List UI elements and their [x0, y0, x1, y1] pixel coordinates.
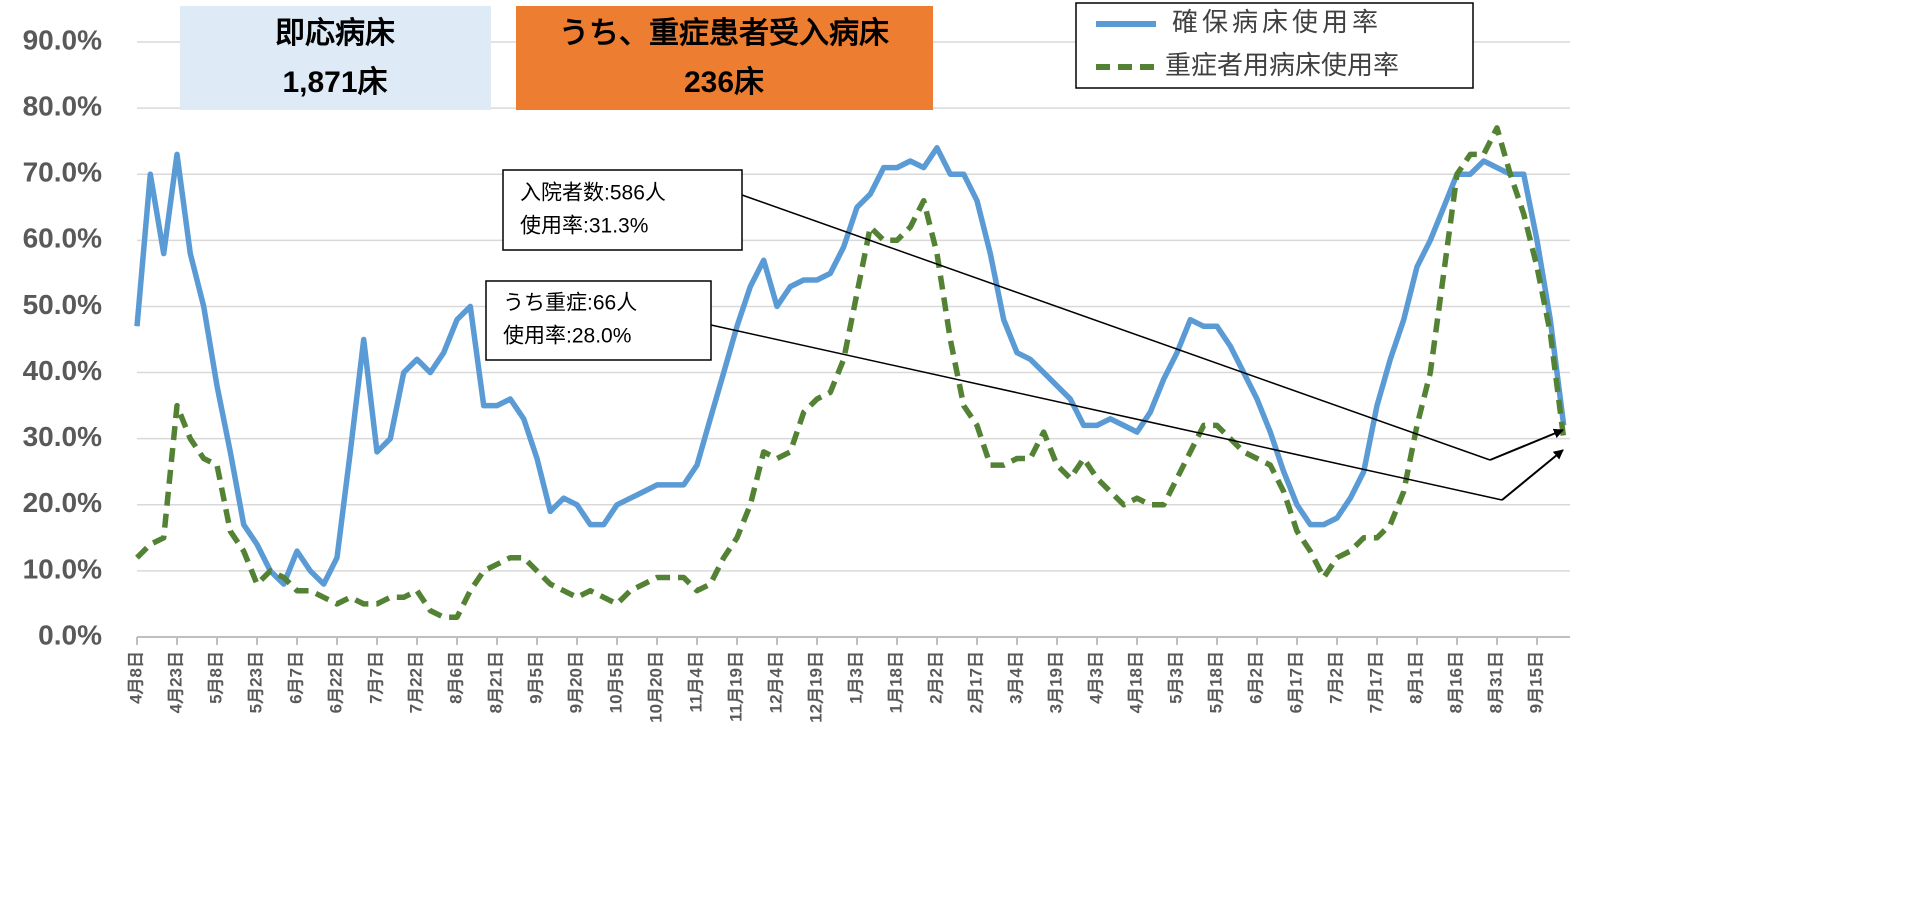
callout-line: [741, 194, 1491, 461]
x-tick-label: 6月7日: [286, 651, 305, 704]
y-tick-label: 70.0%: [23, 157, 102, 188]
box-title: 即応病床: [275, 17, 395, 50]
callout-text: 入院者数:586人: [520, 182, 666, 205]
x-tick-label: 4月3日: [1086, 651, 1105, 704]
y-tick-label: 90.0%: [23, 24, 102, 55]
legend-label: 重症者用病床使用率: [1165, 50, 1399, 80]
y-tick-label: 10.0%: [23, 553, 102, 584]
x-tick-label: 9月5日: [526, 651, 545, 704]
x-tick-label: 6月2日: [1246, 651, 1265, 704]
callout-arrow: [1501, 449, 1564, 501]
callout-box: [502, 169, 743, 251]
x-tick-label: 9月20日: [566, 651, 585, 713]
x-tick-label: 10月20日: [646, 651, 665, 723]
callout-text: 使用率:28.0%: [503, 325, 631, 348]
x-tick-label: 1月3日: [846, 651, 865, 704]
x-tick-label: 12月4日: [766, 651, 785, 713]
y-tick-label: 0.0%: [38, 619, 102, 650]
legend: [1075, 2, 1474, 89]
callout-text: 使用率:31.3%: [520, 215, 648, 238]
box-1: [516, 6, 933, 110]
x-tick-label: 7月22日: [406, 651, 425, 713]
x-tick-label: 5月3日: [1166, 651, 1185, 704]
x-tick-label: 3月19日: [1046, 651, 1065, 713]
series-line: [134, 145, 1567, 587]
x-tick-label: 11月19日: [726, 651, 745, 722]
x-tick-label: 8月6日: [446, 651, 465, 704]
y-tick-label: 50.0%: [23, 289, 102, 320]
box-value: 1,871床: [282, 66, 387, 99]
x-tick-label: 5月18日: [1206, 651, 1225, 713]
x-tick-label: 6月22日: [326, 651, 345, 713]
x-tick-label: 2月2日: [926, 651, 945, 704]
legend-label: 確保病床使用率: [1172, 7, 1382, 37]
y-tick-label: 30.0%: [23, 421, 102, 452]
x-tick-label: 4月23日: [166, 651, 185, 713]
y-tick-label: 20.0%: [23, 487, 102, 518]
x-tick-label: 7月2日: [1326, 651, 1345, 704]
x-tick-label: 4月18日: [1126, 651, 1145, 713]
box-value: 236床: [684, 66, 764, 99]
x-tick-label: 8月31日: [1486, 651, 1505, 713]
x-tick-label: 8月1日: [1406, 651, 1425, 704]
x-tick-label: 5月23日: [246, 651, 265, 713]
y-tick-label: 60.0%: [23, 223, 102, 254]
grid: 0.0% 10.0% 20.0% 30.0% 40.0% 50.0% 60.0% 70.0% 8…: [23, 24, 1570, 723]
x-tick-label: 3月4日: [1006, 651, 1025, 704]
x-tick-label: 8月21日: [486, 651, 505, 713]
box-title: うち、重症患者受入病床: [559, 17, 889, 50]
y-tick-label: 80.0%: [23, 91, 102, 122]
x-tick-label: 1月18日: [886, 651, 905, 713]
callout-line: [710, 324, 1503, 501]
x-tick-label: 10月5日: [606, 651, 625, 713]
x-tick-label: 9月15日: [1526, 651, 1545, 713]
callout-text: うち重症:66人: [503, 292, 637, 315]
x-tick-label: 7月17日: [1366, 651, 1385, 713]
x-tick-label: 5月8日: [206, 651, 225, 704]
x-tick-label: 7月7日: [366, 651, 385, 704]
x-tick-label: 11月4日: [686, 651, 705, 712]
x-tick-label: 8月16日: [1446, 651, 1465, 713]
x-tick-label: 2月17日: [966, 651, 985, 713]
x-tick-label: 6月17日: [1286, 651, 1305, 713]
callout-box: [485, 280, 712, 361]
y-tick-label: 40.0%: [23, 355, 102, 386]
x-tick-label: 12月19日: [806, 651, 825, 723]
overlay: 即応病床 1,871床 うち、重症患者受入病床 236床 確保病床使用率 重症者…: [180, 2, 1564, 501]
box-0: [180, 6, 491, 110]
plot: [134, 125, 1567, 620]
x-tick-label: 4月8日: [126, 651, 145, 704]
series-line: [135, 125, 1567, 620]
callout-arrow: [1489, 428, 1564, 461]
